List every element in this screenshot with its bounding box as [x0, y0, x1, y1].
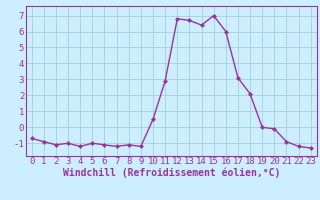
X-axis label: Windchill (Refroidissement éolien,°C): Windchill (Refroidissement éolien,°C) — [62, 168, 280, 178]
